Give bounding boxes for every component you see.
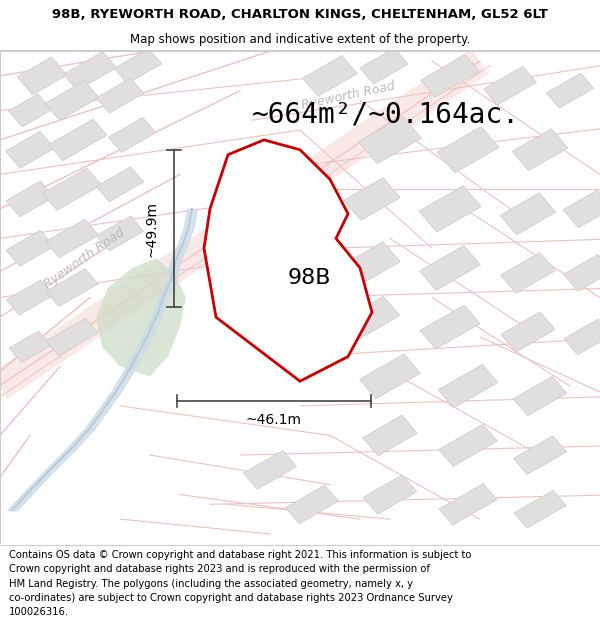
Polygon shape [64, 52, 116, 91]
Polygon shape [9, 331, 51, 362]
Text: 100026316.: 100026316. [9, 607, 69, 617]
Polygon shape [46, 269, 98, 307]
Polygon shape [563, 190, 600, 228]
Polygon shape [204, 140, 372, 381]
Polygon shape [46, 318, 98, 356]
Text: Ryeworth Road: Ryeworth Road [41, 226, 127, 291]
Polygon shape [500, 192, 556, 235]
Polygon shape [484, 66, 536, 105]
Polygon shape [45, 81, 99, 120]
Polygon shape [96, 167, 144, 202]
Polygon shape [419, 246, 481, 291]
Text: ~664m²/~0.164ac.: ~664m²/~0.164ac. [252, 101, 520, 129]
Polygon shape [96, 78, 144, 113]
Polygon shape [17, 57, 67, 95]
Polygon shape [344, 242, 400, 284]
Text: ~49.9m: ~49.9m [145, 201, 159, 256]
Polygon shape [514, 436, 566, 474]
Polygon shape [96, 216, 144, 251]
Text: Crown copyright and database rights 2023 and is reproduced with the permission o: Crown copyright and database rights 2023… [9, 564, 430, 574]
Polygon shape [363, 475, 417, 514]
Polygon shape [6, 280, 54, 315]
Text: Contains OS data © Crown copyright and database right 2021. This information is : Contains OS data © Crown copyright and d… [9, 550, 472, 560]
Polygon shape [546, 73, 594, 108]
Text: co-ordinates) are subject to Crown copyright and database rights 2023 Ordnance S: co-ordinates) are subject to Crown copyr… [9, 593, 453, 603]
Polygon shape [108, 118, 156, 152]
Polygon shape [344, 177, 400, 221]
Text: Map shows position and indicative extent of the property.: Map shows position and indicative extent… [130, 34, 470, 46]
Polygon shape [49, 119, 107, 161]
Polygon shape [114, 49, 162, 84]
Polygon shape [512, 129, 568, 171]
Polygon shape [362, 415, 418, 456]
Polygon shape [6, 230, 54, 266]
Polygon shape [501, 312, 555, 352]
Polygon shape [514, 490, 566, 528]
Polygon shape [46, 219, 98, 258]
Polygon shape [564, 319, 600, 355]
Polygon shape [359, 354, 421, 399]
Polygon shape [96, 258, 186, 376]
Polygon shape [420, 305, 480, 349]
Polygon shape [421, 55, 479, 97]
Polygon shape [6, 181, 54, 217]
Text: ~46.1m: ~46.1m [246, 413, 302, 428]
Polygon shape [8, 94, 52, 127]
Polygon shape [437, 126, 499, 173]
Polygon shape [419, 186, 481, 232]
Polygon shape [360, 48, 408, 84]
Polygon shape [5, 131, 55, 168]
Polygon shape [244, 451, 296, 489]
Polygon shape [500, 253, 556, 293]
Polygon shape [286, 485, 338, 524]
Polygon shape [344, 296, 400, 338]
Polygon shape [302, 56, 358, 96]
Polygon shape [439, 484, 497, 525]
Text: Ryeworth Road: Ryeworth Road [300, 79, 396, 112]
Text: 98B: 98B [287, 268, 331, 288]
Polygon shape [438, 364, 498, 408]
Polygon shape [563, 254, 600, 291]
Text: HM Land Registry. The polygons (including the associated geometry, namely x, y: HM Land Registry. The polygons (includin… [9, 579, 413, 589]
Text: 98B, RYEWORTH ROAD, CHARLTON KINGS, CHELTENHAM, GL52 6LT: 98B, RYEWORTH ROAD, CHARLTON KINGS, CHEL… [52, 8, 548, 21]
Polygon shape [358, 116, 422, 164]
Polygon shape [513, 376, 567, 416]
Polygon shape [439, 424, 497, 466]
Polygon shape [43, 168, 101, 211]
